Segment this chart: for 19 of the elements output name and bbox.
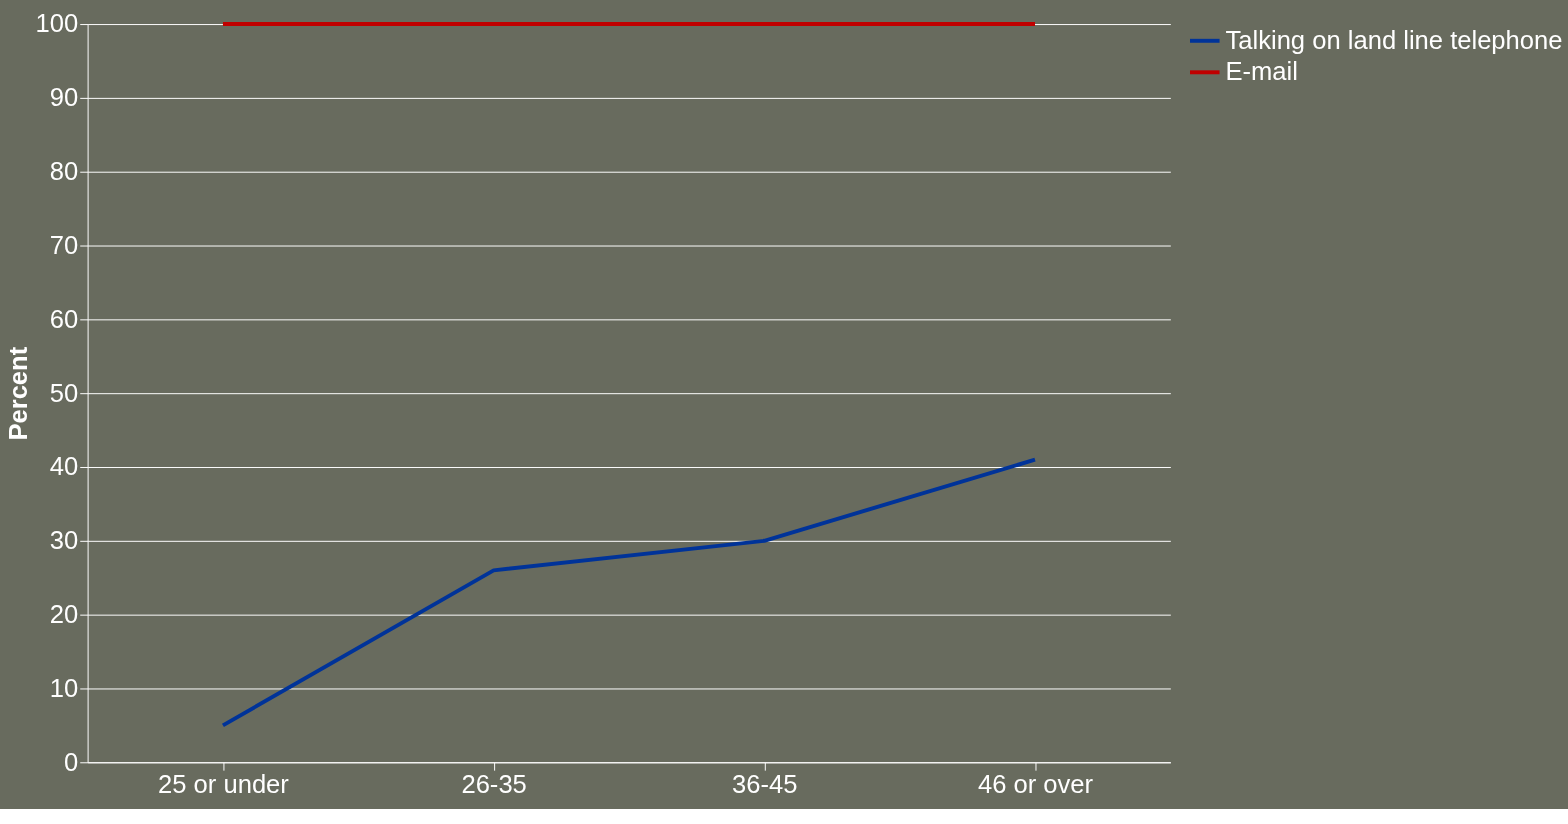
y-tick-label: 50 xyxy=(49,378,79,407)
x-tick-label: 36-45 xyxy=(732,770,798,799)
y-axis-title: Percent xyxy=(3,346,32,441)
y-tick-label: 100 xyxy=(35,9,79,38)
y-tick-label: 40 xyxy=(49,452,79,481)
x-tick-label: 25 or under xyxy=(158,770,290,799)
y-tick-label: 60 xyxy=(49,304,79,333)
y-tick-label: 20 xyxy=(49,600,79,629)
legend-label: Talking on land line telephone xyxy=(1225,25,1563,54)
y-tick-label: 70 xyxy=(49,230,79,259)
line-series xyxy=(220,457,1037,728)
x-tick-label: 46 or over xyxy=(977,770,1094,799)
x-tick-label: 26-35 xyxy=(461,770,527,799)
y-tick-label: 80 xyxy=(49,157,79,186)
y-tick-label: 10 xyxy=(49,673,79,702)
y-tick-label: 30 xyxy=(49,526,79,555)
y-tick-label: 90 xyxy=(49,83,79,112)
y-tick-label: 0 xyxy=(64,747,79,776)
legend-label: E-mail xyxy=(1225,57,1298,86)
